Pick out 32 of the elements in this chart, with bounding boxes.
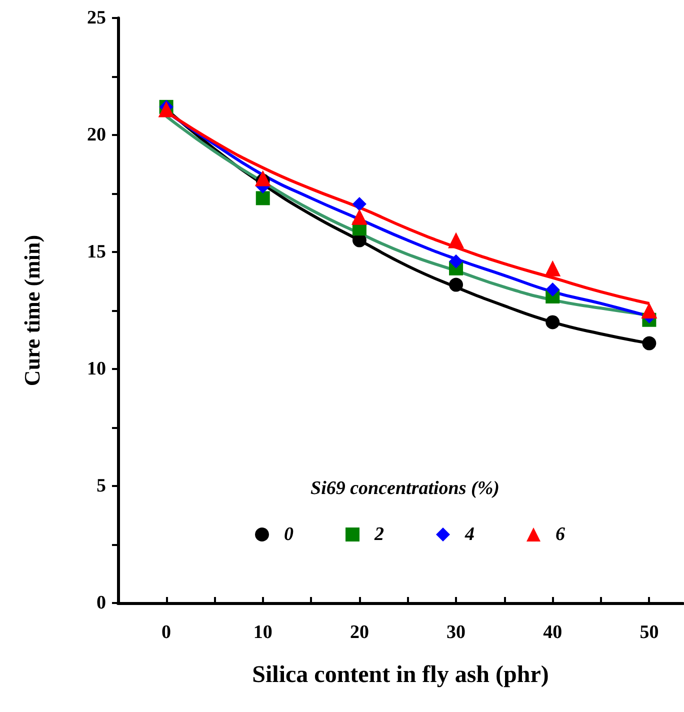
y-tick-label: 10 (87, 358, 106, 380)
y-tick-label: 15 (87, 242, 106, 262)
x-tick-label: 40 (543, 622, 562, 643)
point (254, 170, 271, 186)
legend-label: 6 (556, 524, 566, 545)
point (546, 282, 560, 296)
point (256, 191, 270, 206)
y-tick-label: 20 (87, 124, 106, 146)
x-axis-title: Silica content in fly ash (phr) (252, 662, 549, 688)
y-tick-label: 0 (96, 592, 106, 614)
point (352, 197, 366, 212)
legend-title: Si69 concentrations (%) (310, 478, 500, 499)
x-tick-label: 0 (162, 622, 172, 643)
y-axis-title: Cure time (min) (20, 234, 44, 386)
point (546, 315, 560, 330)
x-tick-label: 50 (640, 622, 659, 643)
point (449, 278, 464, 292)
point (448, 232, 464, 248)
point (642, 336, 656, 350)
point (158, 101, 174, 118)
legend-label: 0 (284, 524, 294, 545)
x-tick-label: 10 (253, 622, 272, 643)
point (351, 208, 368, 225)
point (449, 254, 464, 268)
point (641, 302, 658, 318)
point (544, 260, 561, 276)
x-tick-label: 20 (350, 622, 369, 643)
y-tick-label: 25 (87, 8, 106, 28)
legend-label: 2 (374, 524, 384, 545)
y-tick-label: 5 (96, 476, 106, 496)
legend-label: 4 (464, 524, 474, 545)
x-tick-label: 30 (446, 622, 466, 643)
